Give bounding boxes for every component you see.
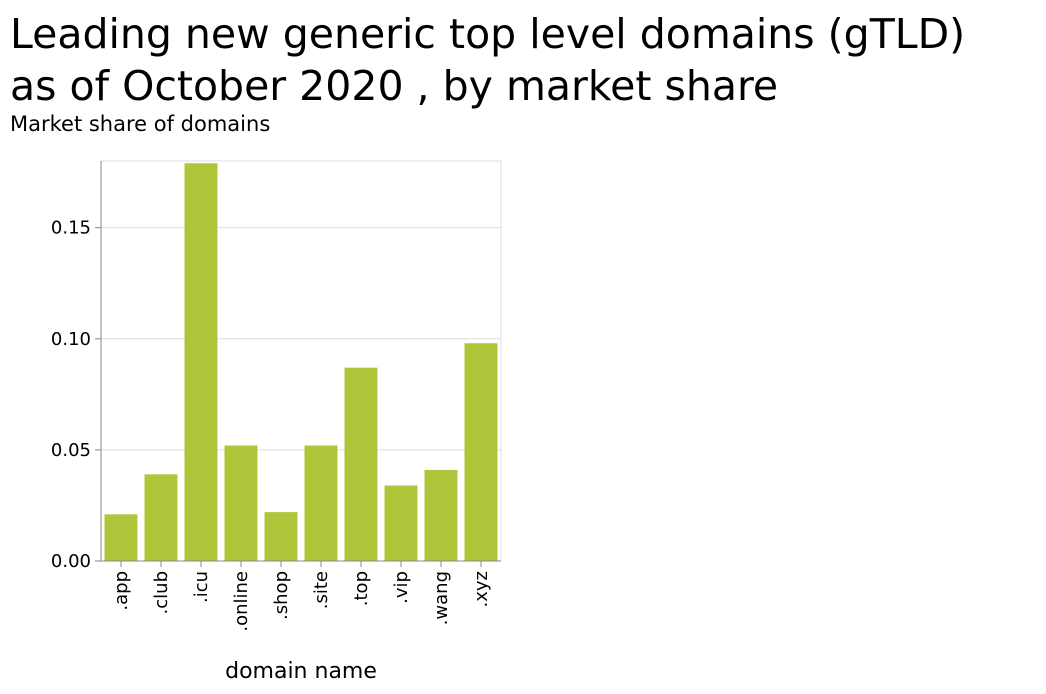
bars (104, 163, 498, 561)
chart-title-line-1: Leading new generic top level domains (g… (10, 10, 966, 58)
bar (344, 367, 378, 561)
chart-title-line-2: as of October 2020 , by market share (10, 62, 779, 110)
x-tick-label: .site (311, 571, 332, 609)
bar (384, 485, 418, 561)
x-axis-title: domain name (225, 659, 377, 684)
bar (224, 445, 258, 561)
grid-lines (101, 227, 501, 451)
bar (184, 163, 218, 561)
bar (144, 474, 178, 561)
x-tick-label: .online (231, 571, 252, 632)
y-tick-label: 0.05 (51, 440, 91, 461)
bar (264, 512, 298, 561)
x-tick-label: .icu (191, 571, 212, 603)
chart-title: Leading new generic top level domains (g… (10, 8, 1040, 112)
x-tick-label: .vip (391, 571, 412, 604)
axes: 0.00 0.05 0.10 0.15 .app .club .icu .online .sho… (51, 161, 501, 632)
x-tick-label: .xyz (471, 571, 492, 607)
y-tick-label: 0.10 (51, 329, 91, 350)
x-tick-label: .top (351, 571, 372, 606)
x-tick-label: .shop (271, 571, 292, 620)
bar (424, 469, 458, 561)
y-tick-label: 0.15 (51, 218, 91, 239)
y-axis-title: Market share of domains (10, 112, 271, 136)
bar (304, 445, 338, 561)
bar (464, 343, 498, 561)
x-tick-label: .app (111, 571, 132, 611)
x-tick-label: .wang (431, 571, 452, 625)
x-tick-label: .club (151, 571, 172, 614)
y-tick-label: 0.00 (51, 551, 91, 572)
bar (104, 514, 138, 561)
